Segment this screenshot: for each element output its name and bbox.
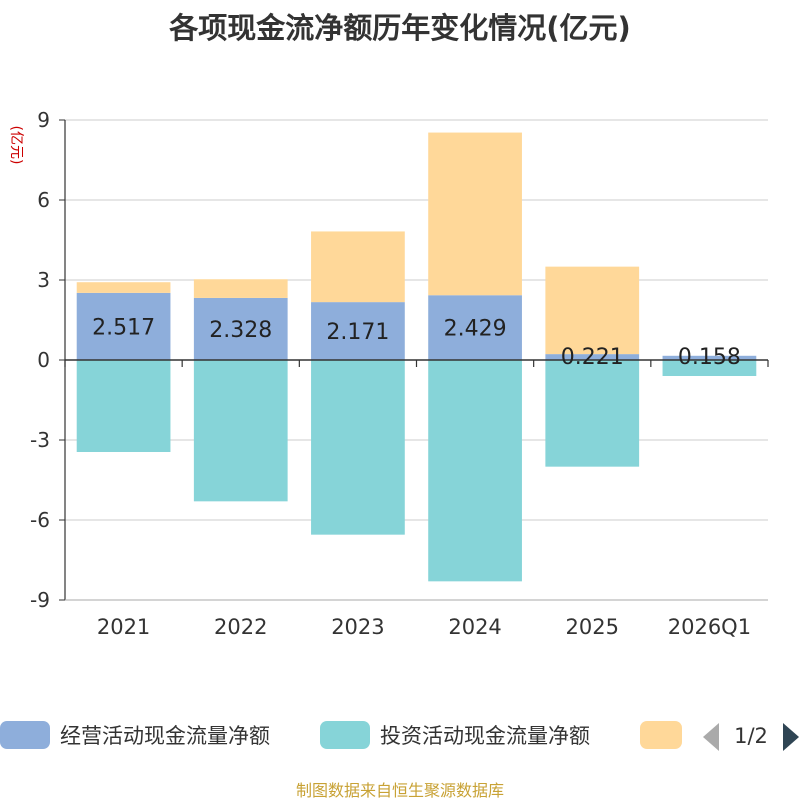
y-tick-label: -9 (30, 588, 50, 612)
legend: 经营活动现金流量净额 投资活动现金流量净额 1/2 (0, 721, 799, 751)
bar-1-2026Q1 (662, 355, 757, 360)
y-tick-label: 9 (37, 108, 50, 132)
bar-2-2022 (193, 360, 288, 502)
bar-2-2023 (311, 360, 405, 535)
pager-label: 1/2 (734, 724, 768, 748)
source-note: 制图数据来自恒生聚源数据库 (296, 781, 504, 800)
bar-1-2023 (311, 302, 405, 360)
bar-marks (76, 132, 757, 582)
data-label: 2.171 (326, 320, 389, 345)
legend-swatch-1 (0, 721, 50, 749)
data-label: 2.328 (209, 318, 272, 343)
bar-3-2022 (193, 279, 288, 298)
x-tick-label: 2024 (448, 615, 501, 639)
x-tick-label: 2026Q1 (668, 615, 751, 639)
data-label: 2.429 (444, 317, 507, 342)
bar-3-2025 (545, 266, 640, 355)
bar-1-2022 (193, 297, 288, 360)
data-label: 2.517 (92, 315, 155, 340)
data-labels: 2.517 2.328 2.171 2.429 0.221 0.158 (92, 315, 741, 370)
y-tick-label: -6 (30, 508, 50, 532)
axes: 9 6 3 0 -3 -6 -9 2021 2022 2023 2024 2025 2026Q1 (30, 108, 769, 639)
bar-1-2025 (545, 354, 640, 360)
legend-label-2: 投资活动现金流量净额 (380, 724, 590, 748)
x-tick-label: 2021 (97, 615, 150, 639)
bar-2-2024 (428, 360, 522, 582)
y-tick-label: 6 (37, 188, 50, 212)
y-tick-label: -3 (30, 428, 50, 452)
bar-2-2021 (76, 360, 171, 452)
bar-3-2021 (76, 282, 171, 293)
bar-2-2026Q1 (662, 360, 757, 376)
bar-2-2025 (545, 360, 640, 467)
bar-1-2021 (76, 292, 171, 360)
y-tick-label: 0 (37, 348, 50, 372)
data-label: 0.221 (561, 345, 624, 370)
bar-3-2024 (428, 132, 522, 296)
pager-prev-icon (703, 723, 719, 751)
x-tick-label: 2022 (214, 615, 267, 639)
legend-label-1: 经营活动现金流量净额 (60, 724, 270, 748)
legend-swatch-2 (320, 721, 370, 749)
bar-3-2023 (311, 231, 405, 303)
legend-swatch-3 (640, 721, 682, 749)
bar-1-2024 (428, 295, 522, 360)
pager-next-icon (783, 723, 799, 751)
x-tick-label: 2025 (566, 615, 619, 639)
x-tick-label: 2023 (331, 615, 384, 639)
data-label: 0.158 (678, 345, 741, 370)
y-axis-label: (亿元) (8, 126, 24, 165)
chart-title: 各项现金流净额历年变化情况(亿元) (168, 11, 631, 45)
y-tick-label: 3 (37, 268, 50, 292)
